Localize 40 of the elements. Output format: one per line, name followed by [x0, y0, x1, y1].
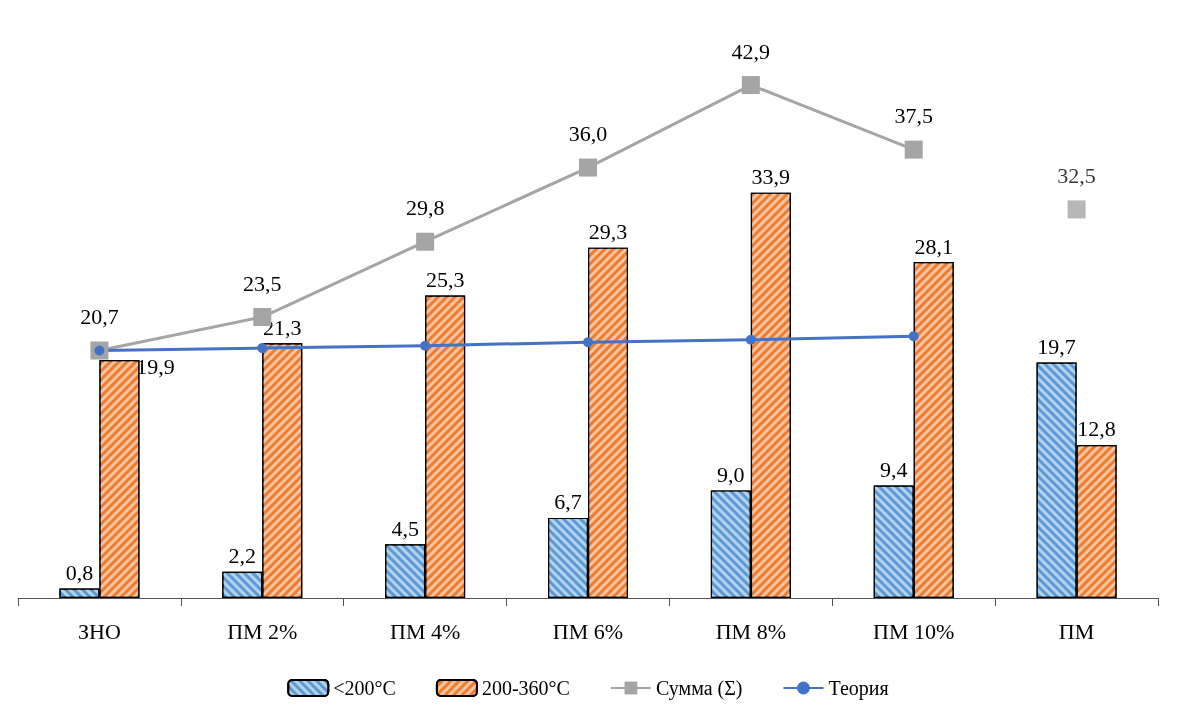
data-label: 20,7: [80, 304, 119, 329]
legend-label: <200°C: [333, 677, 396, 699]
data-label: 28,1: [914, 233, 953, 259]
data-label: 23,5: [243, 270, 282, 296]
data-label: 36,0: [568, 121, 608, 147]
point: [583, 337, 593, 348]
data-label: 9,4: [879, 457, 908, 483]
data-label: 12,8: [1077, 416, 1116, 442]
data-label: 6,7: [554, 489, 582, 515]
point: [745, 334, 756, 345]
data-label: 0,8: [65, 559, 94, 585]
legend-label: 200-360°C: [481, 677, 570, 699]
data-label: 2,2: [228, 543, 257, 569]
point: [416, 232, 435, 251]
data-label: 9,0: [717, 461, 745, 487]
data-label: 33,9: [751, 164, 791, 190]
x-tick-label: ПМ 4%: [390, 618, 461, 644]
x-tick-label: ЗНО: [78, 618, 121, 644]
point: [420, 340, 431, 351]
data-label: 19,7: [1037, 333, 1076, 359]
point: [904, 140, 923, 159]
point: [257, 343, 268, 354]
x-tick-label: ПМ 8%: [715, 618, 786, 644]
data-label: 32,5: [1057, 162, 1096, 188]
point: [579, 158, 597, 177]
legend-label: Сумма (Σ): [655, 677, 743, 700]
x-tick-label: ПМ 2%: [227, 618, 298, 644]
data-label: 37,5: [894, 103, 933, 129]
x-tick-label: ПМ: [1058, 618, 1095, 644]
x-tick-label: ПМ 6%: [552, 618, 624, 644]
data-label: 29,3: [588, 219, 628, 245]
point: [741, 76, 760, 95]
data-label: 29,8: [405, 195, 445, 221]
point: [1067, 200, 1086, 219]
legend-label: Теория: [828, 677, 889, 700]
data-label: 4,5: [391, 515, 419, 541]
x-tick-label: ПМ 10%: [873, 618, 955, 644]
data-label: 42,9: [731, 38, 771, 64]
data-label: 25,3: [425, 267, 465, 292]
point: [908, 331, 919, 342]
